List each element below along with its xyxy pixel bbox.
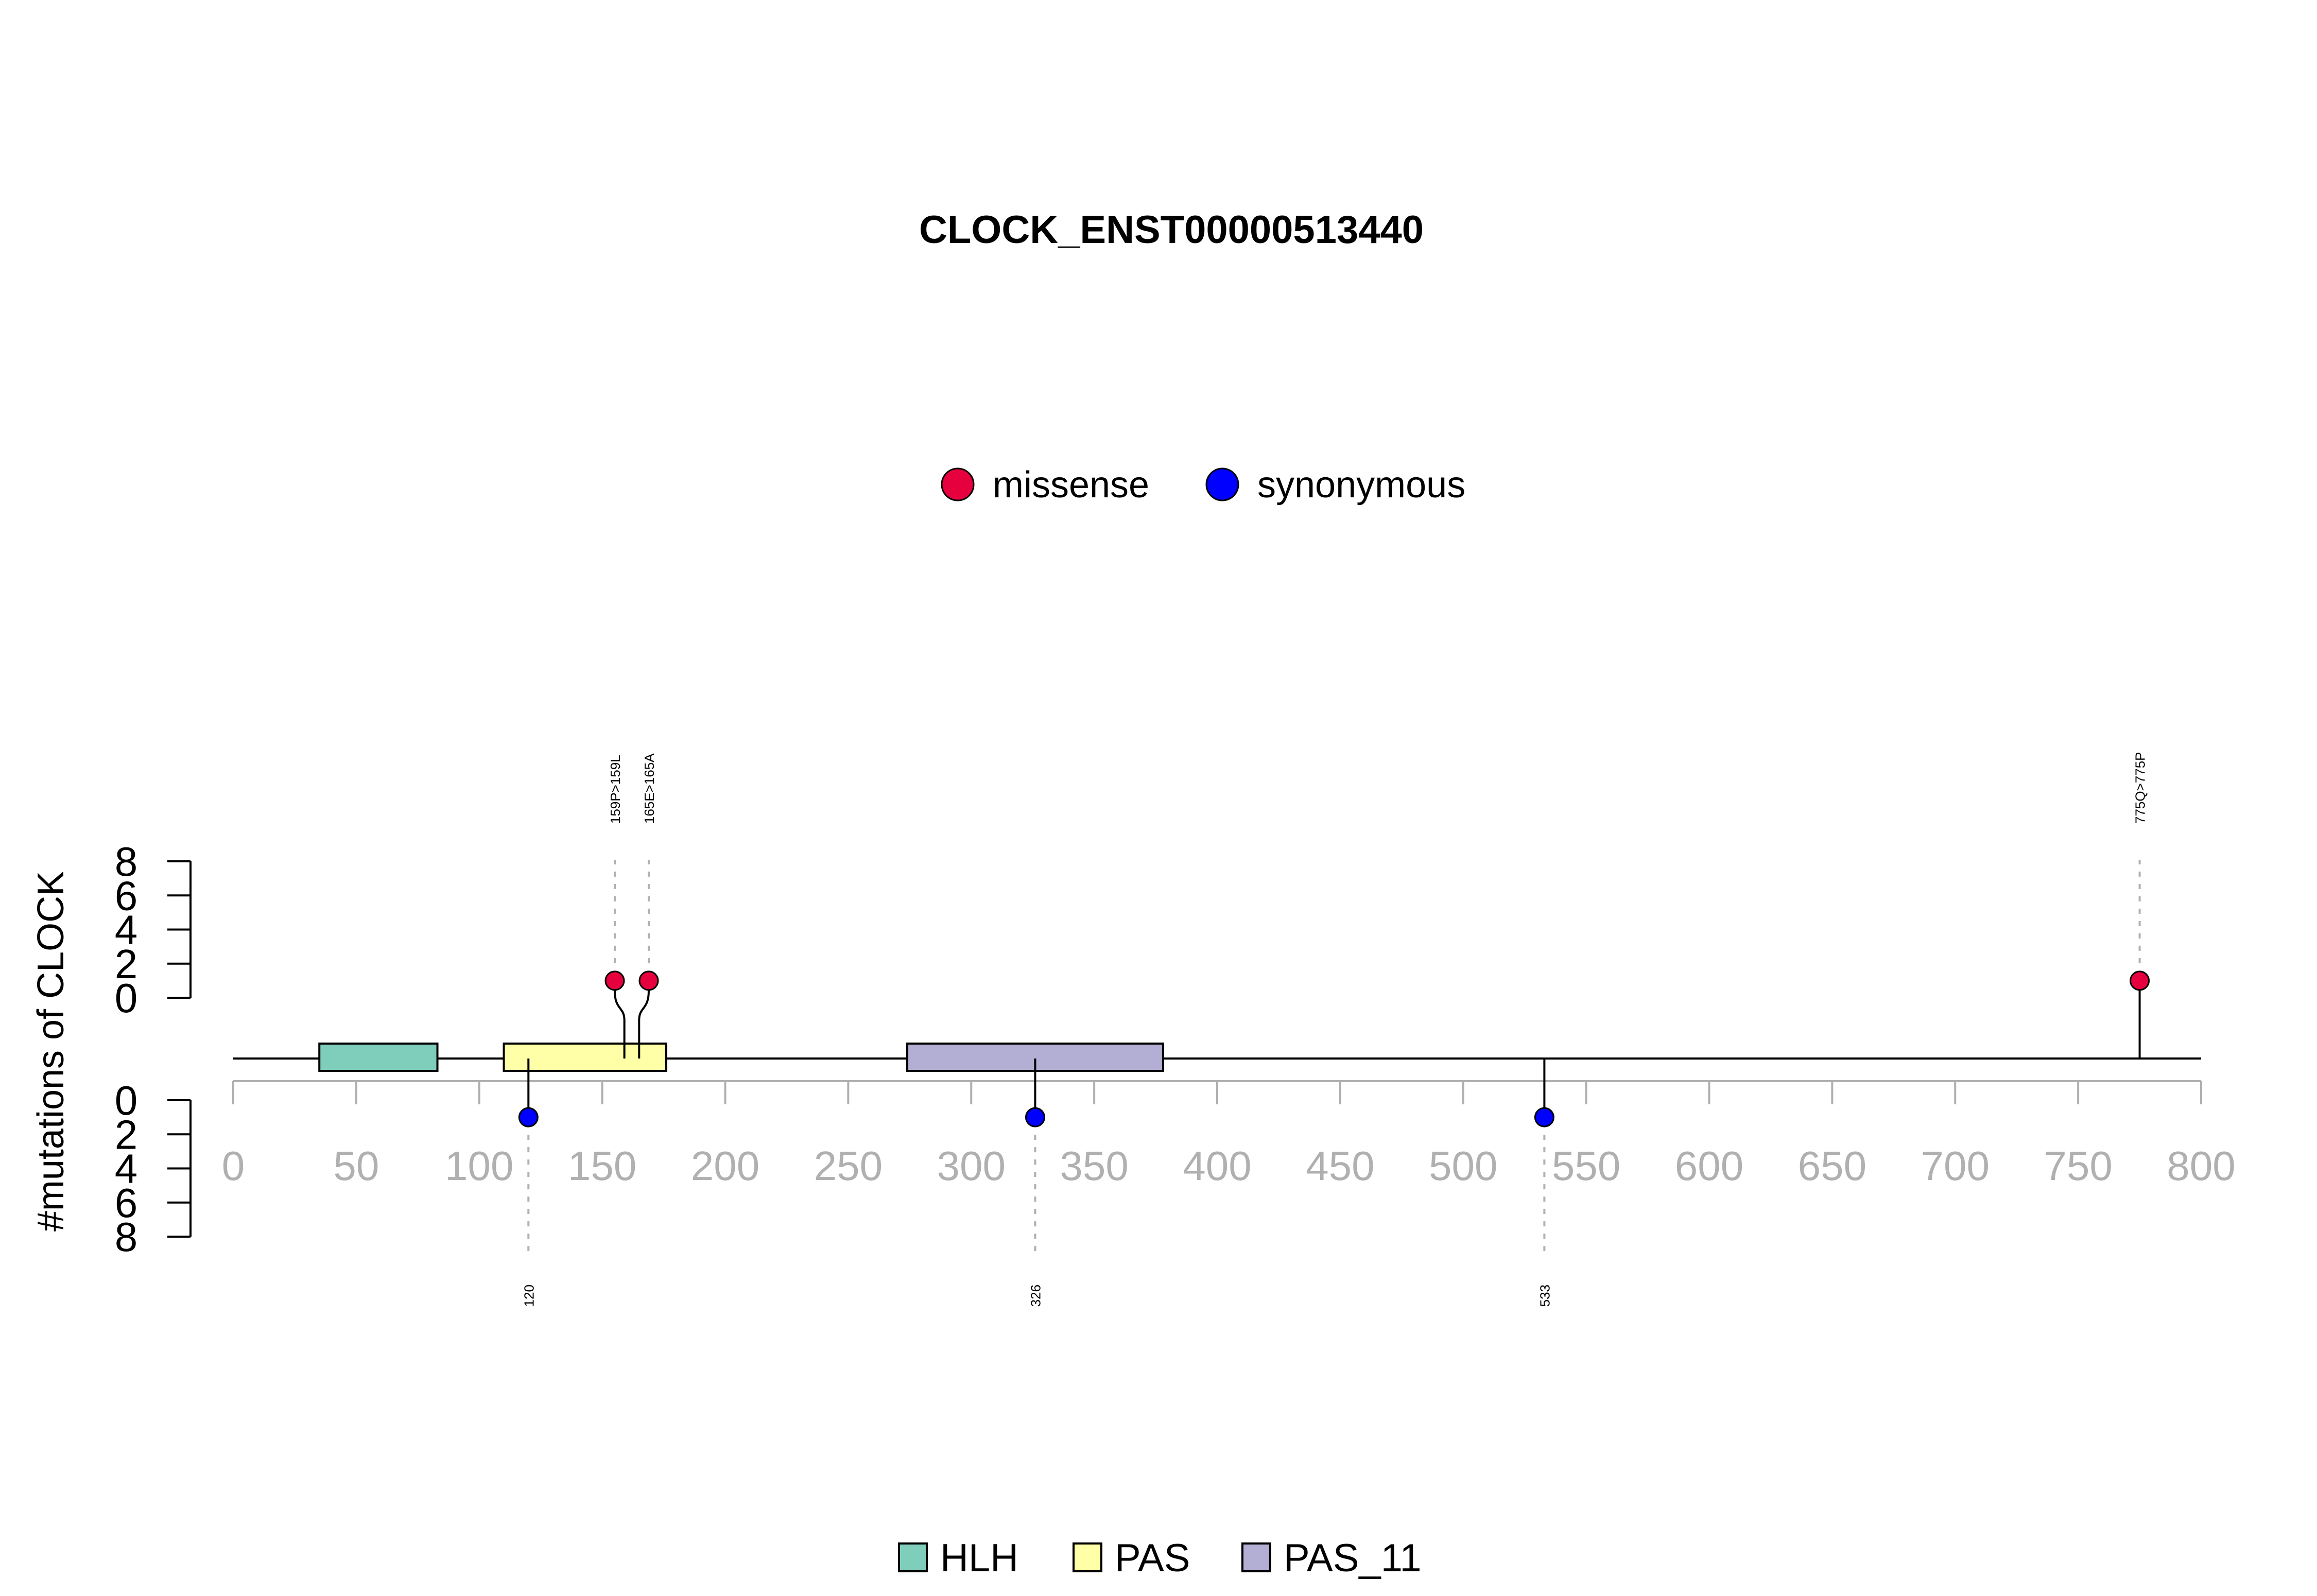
x-tick-label: 50 bbox=[333, 1143, 379, 1189]
x-tick-label: 700 bbox=[1921, 1143, 1990, 1189]
y-tick-top-label: 0 bbox=[115, 975, 138, 1021]
legend-label-synonymous: synonymous bbox=[1257, 464, 1465, 506]
legend-box-HLH bbox=[898, 1542, 928, 1572]
y-tick-bottom-label: 6 bbox=[115, 1180, 138, 1226]
x-axis: 0 50 100 150 200 250 300 350 400 450 500 550 600 650 7… bbox=[222, 1080, 2236, 1189]
lollipop-head bbox=[638, 970, 659, 991]
lollipop-top-775: 775Q>775P bbox=[2130, 752, 2150, 1059]
y-axis-label: #mutations of CLOCK bbox=[30, 871, 72, 1231]
lollipop-head bbox=[2130, 970, 2150, 991]
lollipop-label: 165E>165A bbox=[642, 753, 657, 824]
legend-label-missense: missense bbox=[993, 464, 1149, 506]
x-tick-label: 450 bbox=[1306, 1143, 1374, 1189]
lollipop-bottom-533: 533 bbox=[1534, 1059, 1554, 1307]
domain-box-HLH bbox=[318, 1043, 439, 1072]
legend-label-PAS: PAS bbox=[1115, 1536, 1190, 1580]
legend-box-PAS_11 bbox=[1241, 1542, 1271, 1572]
lollipop-label: 775Q>775P bbox=[2133, 752, 2148, 824]
y-tick-bottom-label: 4 bbox=[115, 1146, 138, 1192]
y-tick-top-label: 6 bbox=[115, 873, 138, 918]
legend-marker-missense bbox=[941, 467, 975, 501]
x-tick-label: 600 bbox=[1675, 1143, 1743, 1189]
x-tick-label: 550 bbox=[1552, 1143, 1620, 1189]
lollipop-label: 120 bbox=[521, 1285, 537, 1307]
y-tick-top-label: 8 bbox=[115, 839, 138, 884]
x-tick-label: 650 bbox=[1798, 1143, 1866, 1189]
x-tick-label: 150 bbox=[568, 1143, 636, 1189]
lollipop-stem bbox=[613, 980, 626, 1059]
lollipop-head bbox=[518, 1107, 539, 1127]
legend-label-PAS_11: PAS_11 bbox=[1284, 1536, 1422, 1580]
lollipop-top-165: 165E>165A bbox=[638, 753, 659, 1059]
x-tick-label: 400 bbox=[1183, 1143, 1251, 1189]
lollipop-bottom-120: 120 bbox=[518, 1059, 539, 1307]
lollipop-top-159: 159P>159L bbox=[604, 755, 626, 1059]
x-tick-label: 100 bbox=[445, 1143, 513, 1189]
chart-title: CLOCK_ENST00000513440 bbox=[919, 208, 1424, 252]
x-tick-label: 300 bbox=[937, 1143, 1006, 1189]
legend-marker-synonymous bbox=[1205, 467, 1239, 501]
lollipops-top: 159P>159L 165E>165A 775Q>775P bbox=[604, 752, 2150, 1059]
lollipop-head bbox=[1534, 1107, 1554, 1127]
lollipop-head bbox=[604, 970, 625, 991]
x-tick-label: 350 bbox=[1060, 1143, 1128, 1189]
y-tick-bottom-label: 8 bbox=[115, 1214, 138, 1260]
y-tick-top-label: 2 bbox=[115, 941, 138, 987]
y-tick-bottom-label: 0 bbox=[115, 1078, 138, 1123]
y-tick-bottom-label: 2 bbox=[115, 1112, 138, 1157]
chart-title-group: CLOCK_ENST00000513440 bbox=[919, 208, 1424, 252]
lollipop-label: 533 bbox=[1537, 1285, 1552, 1307]
x-tick-label: 0 bbox=[222, 1143, 245, 1189]
lollipop-label: 159P>159L bbox=[608, 755, 623, 824]
lollipops-bottom: 120 326 533 bbox=[518, 1059, 1554, 1307]
lollipop-label: 326 bbox=[1028, 1285, 1043, 1307]
mutation-legend: missense synonymous bbox=[941, 464, 1465, 506]
y-tick-top-label: 4 bbox=[115, 907, 138, 953]
x-tick-label: 500 bbox=[1429, 1143, 1497, 1189]
domain-legend: HLH PAS PAS_11 bbox=[898, 1536, 1422, 1580]
x-tick-label: 200 bbox=[691, 1143, 759, 1189]
legend-label-HLH: HLH bbox=[940, 1536, 1018, 1580]
domain-boxes bbox=[318, 1043, 1164, 1072]
x-tick-label: 250 bbox=[814, 1143, 883, 1189]
lollipop-head bbox=[1025, 1107, 1045, 1127]
lollipop-bottom-326: 326 bbox=[1025, 1059, 1045, 1307]
x-tick-label: 800 bbox=[2167, 1143, 2235, 1189]
x-tick-label: 750 bbox=[2044, 1143, 2112, 1189]
legend-box-PAS bbox=[1073, 1542, 1102, 1572]
lollipop-stem bbox=[638, 980, 650, 1059]
y-axis-label-group: #mutations of CLOCK bbox=[30, 871, 72, 1231]
